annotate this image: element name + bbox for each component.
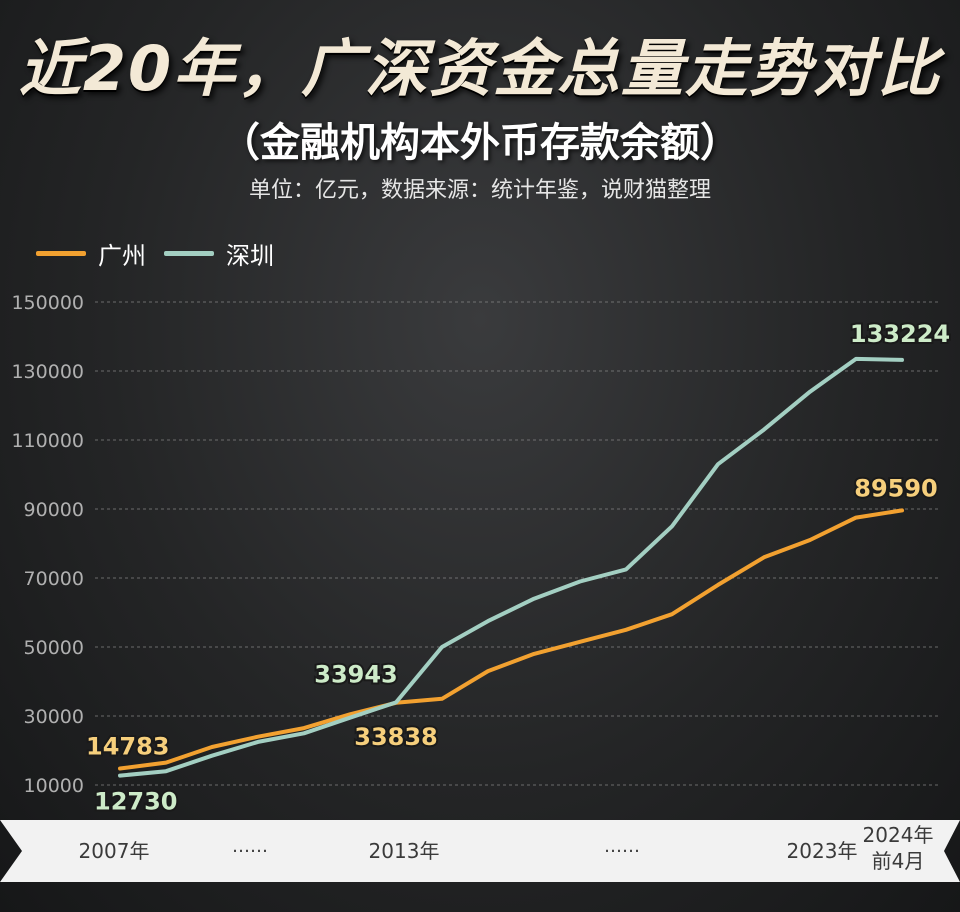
chart-title: 近20年，广深资金总量走势对比 — [18, 32, 942, 105]
x-band-label: 2013年 — [369, 839, 440, 863]
x-band-label: …… — [232, 836, 268, 857]
x-band-label: 2007年 — [79, 839, 150, 863]
y-tick-label: 70000 — [24, 568, 84, 590]
series-line-shenzhen — [118, 356, 904, 778]
unit-source-note: 单位：亿元，数据来源：统计年鉴，说财猫整理 — [248, 178, 711, 203]
data-label: 89590 — [854, 474, 938, 502]
legend-item-guangzhou: 广州 — [36, 236, 146, 271]
y-tick-label: 90000 — [24, 499, 84, 521]
data-label: 33943 — [314, 660, 398, 688]
y-tick-label: 130000 — [11, 361, 84, 383]
x-band-label: 前4月 — [872, 849, 925, 873]
data-label: 133224 — [850, 320, 950, 348]
x-band-label: 2024年 — [863, 823, 934, 847]
legend: 广州 深圳 — [36, 236, 292, 271]
y-tick-label: 150000 — [11, 292, 84, 314]
timeline-band — [0, 820, 960, 882]
legend-label-guangzhou: 广州 — [98, 242, 146, 270]
chart-subtitle: （金融机构本外币存款余额） — [220, 120, 740, 166]
data-label: 12730 — [94, 788, 178, 816]
y-tick-label: 50000 — [24, 637, 84, 659]
legend-swatch-shenzhen — [164, 251, 214, 256]
y-tick-label: 110000 — [11, 430, 84, 452]
legend-label-shenzhen: 深圳 — [226, 242, 274, 270]
y-tick-label: 10000 — [24, 775, 84, 797]
data-label: 14783 — [86, 732, 170, 760]
data-label: 33838 — [354, 723, 438, 751]
y-tick-label: 30000 — [24, 706, 84, 728]
series-line-guangzhou — [118, 508, 904, 771]
legend-swatch-guangzhou — [36, 251, 86, 256]
legend-item-shenzhen: 深圳 — [164, 236, 274, 271]
x-band-label: …… — [604, 836, 640, 857]
x-band-label: 2023年 — [787, 839, 858, 863]
